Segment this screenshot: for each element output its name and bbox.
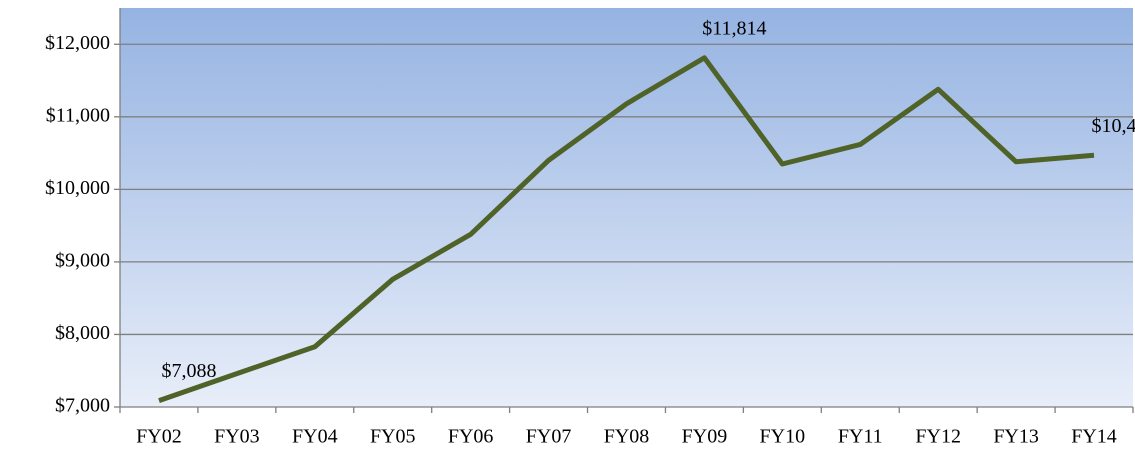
x-tick-label: FY08: [604, 426, 650, 448]
x-tick-label: FY04: [292, 426, 338, 448]
x-tick-label: FY07: [526, 426, 572, 448]
data-label: $7,088: [161, 360, 216, 382]
y-tick-label: $12,000: [45, 32, 110, 54]
x-tick-label: FY06: [448, 426, 494, 448]
x-tick-label: FY10: [760, 426, 806, 448]
x-tick-label: FY05: [370, 426, 416, 448]
y-tick-label: $10,000: [45, 177, 110, 199]
x-tick-label: FY03: [214, 426, 260, 448]
x-tick-label: FY12: [915, 426, 961, 448]
data-label: $10,470: [1092, 115, 1135, 137]
plot-area: [120, 8, 1133, 407]
data-label: $11,814: [702, 17, 766, 39]
x-tick-label: FY09: [682, 426, 728, 448]
x-tick-label: FY02: [136, 426, 182, 448]
x-tick-label: FY14: [1071, 426, 1117, 448]
y-tick-label: $11,000: [46, 104, 110, 126]
x-tick-label: FY11: [838, 426, 883, 448]
x-tick-label: FY13: [993, 426, 1039, 448]
y-tick-label: $9,000: [55, 250, 110, 272]
y-tick-label: $7,000: [55, 395, 110, 417]
y-tick-label: $8,000: [55, 322, 110, 344]
series-line: [158, 55, 1095, 403]
